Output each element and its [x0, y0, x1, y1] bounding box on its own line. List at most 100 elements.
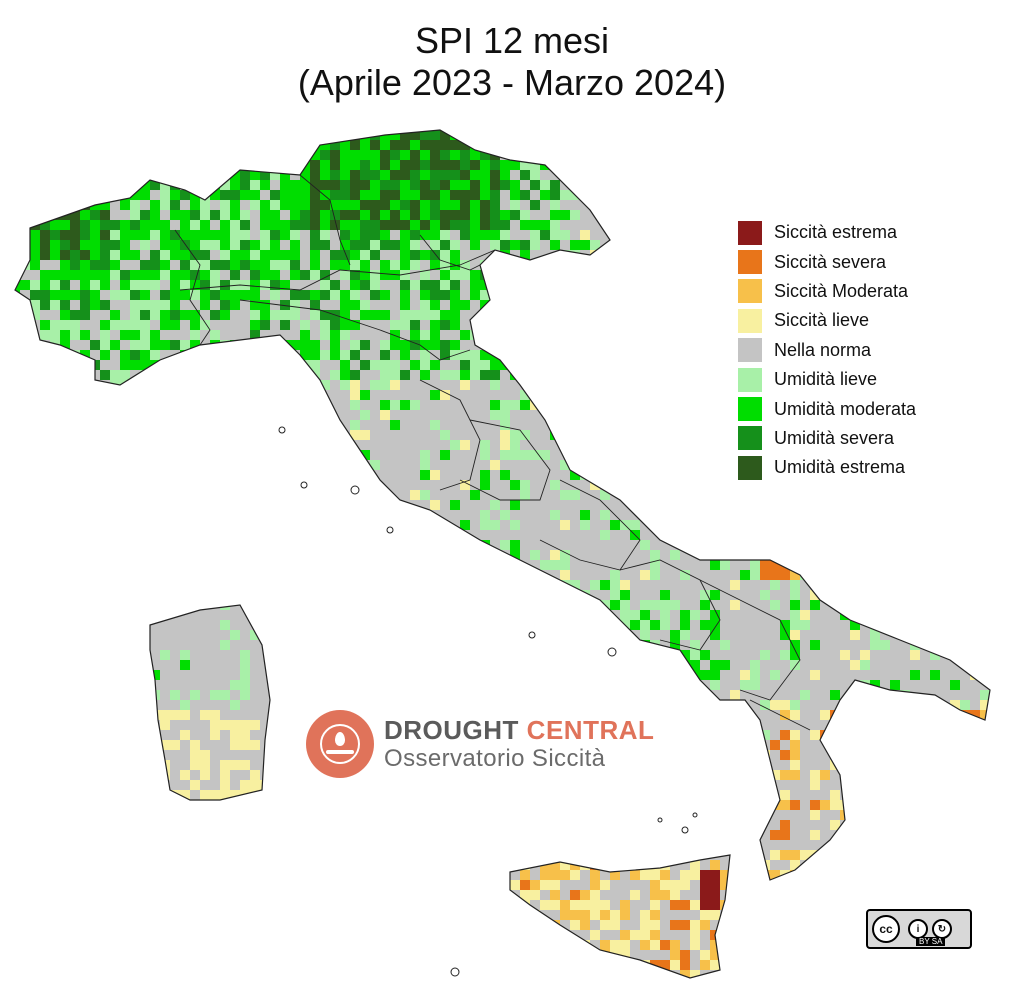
spi-cell — [430, 490, 440, 500]
spi-cell — [990, 480, 1000, 490]
spi-cell — [20, 290, 30, 300]
spi-cell — [30, 310, 40, 320]
spi-cell — [750, 130, 760, 140]
spi-cell — [960, 440, 970, 450]
spi-cell — [280, 270, 290, 280]
spi-cell — [170, 600, 180, 610]
spi-cell — [30, 300, 40, 310]
spi-cell — [930, 510, 940, 520]
spi-cell — [640, 380, 650, 390]
spi-cell — [200, 350, 210, 360]
spi-cell — [630, 320, 640, 330]
spi-cell — [450, 530, 460, 540]
spi-cell — [790, 150, 800, 160]
spi-cell — [710, 140, 720, 150]
spi-cell — [540, 570, 550, 580]
spi-cell — [130, 520, 140, 530]
spi-cell — [560, 600, 570, 610]
spi-cell — [350, 370, 360, 380]
spi-cell — [790, 570, 800, 580]
spi-cell — [740, 540, 750, 550]
spi-cell — [970, 410, 980, 420]
spi-cell — [850, 130, 860, 140]
spi-cell — [920, 280, 930, 290]
spi-cell — [240, 340, 250, 350]
spi-cell — [310, 150, 320, 160]
spi-cell — [970, 440, 980, 450]
spi-cell — [440, 320, 450, 330]
spi-cell — [380, 630, 390, 640]
spi-cell — [770, 500, 780, 510]
spi-cell — [15, 210, 20, 220]
spi-cell — [580, 580, 590, 590]
spi-cell — [170, 510, 180, 520]
spi-cell — [610, 450, 620, 460]
spi-cell — [420, 330, 430, 340]
spi-cell — [760, 620, 770, 630]
spi-cell — [910, 130, 920, 140]
spi-cell — [430, 600, 440, 610]
spi-cell — [510, 600, 520, 610]
spi-cell — [330, 200, 340, 210]
spi-cell — [320, 510, 330, 520]
spi-cell — [160, 450, 170, 460]
spi-cell — [260, 270, 270, 280]
spi-cell — [400, 490, 410, 500]
spi-cell — [120, 140, 130, 150]
spi-cell — [50, 220, 60, 230]
spi-cell — [470, 390, 480, 400]
spi-cell — [390, 250, 400, 260]
spi-cell — [110, 210, 120, 220]
spi-cell — [140, 130, 150, 140]
spi-cell — [450, 580, 460, 590]
spi-cell — [610, 530, 620, 540]
spi-cell — [200, 520, 210, 530]
spi-cell — [680, 160, 690, 170]
spi-cell — [120, 350, 130, 360]
spi-cell — [990, 270, 1000, 280]
spi-cell — [290, 500, 300, 510]
spi-cell — [650, 180, 660, 190]
spi-cell — [350, 150, 360, 160]
spi-cell — [630, 620, 640, 630]
spi-cell — [400, 380, 410, 390]
spi-cell — [330, 170, 340, 180]
spi-cell — [590, 520, 600, 530]
spi-cell — [260, 190, 270, 200]
spi-cell — [920, 140, 930, 150]
spi-cell — [500, 160, 510, 170]
spi-cell — [690, 490, 700, 500]
spi-cell — [790, 500, 800, 510]
spi-cell — [310, 270, 320, 280]
spi-cell — [120, 560, 130, 570]
spi-cell — [690, 450, 700, 460]
spi-cell — [380, 330, 390, 340]
spi-cell — [640, 360, 650, 370]
spi-cell — [690, 170, 700, 180]
spi-cell — [800, 140, 810, 150]
spi-cell — [150, 590, 160, 600]
spi-cell — [880, 500, 890, 510]
spi-cell — [500, 510, 510, 520]
spi-cell — [570, 450, 580, 460]
spi-cell — [530, 510, 540, 520]
spi-cell — [480, 580, 490, 590]
spi-cell — [220, 490, 230, 500]
spi-cell — [600, 370, 610, 380]
spi-cell — [20, 330, 30, 340]
spi-cell — [390, 160, 400, 170]
spi-cell — [870, 150, 880, 160]
spi-cell — [460, 460, 470, 470]
spi-cell — [570, 620, 580, 630]
spi-cell — [590, 570, 600, 580]
spi-cell — [670, 160, 680, 170]
spi-cell — [430, 330, 440, 340]
spi-cell — [440, 490, 450, 500]
spi-cell — [980, 520, 990, 530]
spi-cell — [290, 510, 300, 520]
spi-cell — [340, 180, 350, 190]
spi-cell — [530, 500, 540, 510]
spi-cell — [590, 130, 600, 140]
spi-cell — [680, 530, 690, 540]
spi-cell — [20, 490, 30, 500]
